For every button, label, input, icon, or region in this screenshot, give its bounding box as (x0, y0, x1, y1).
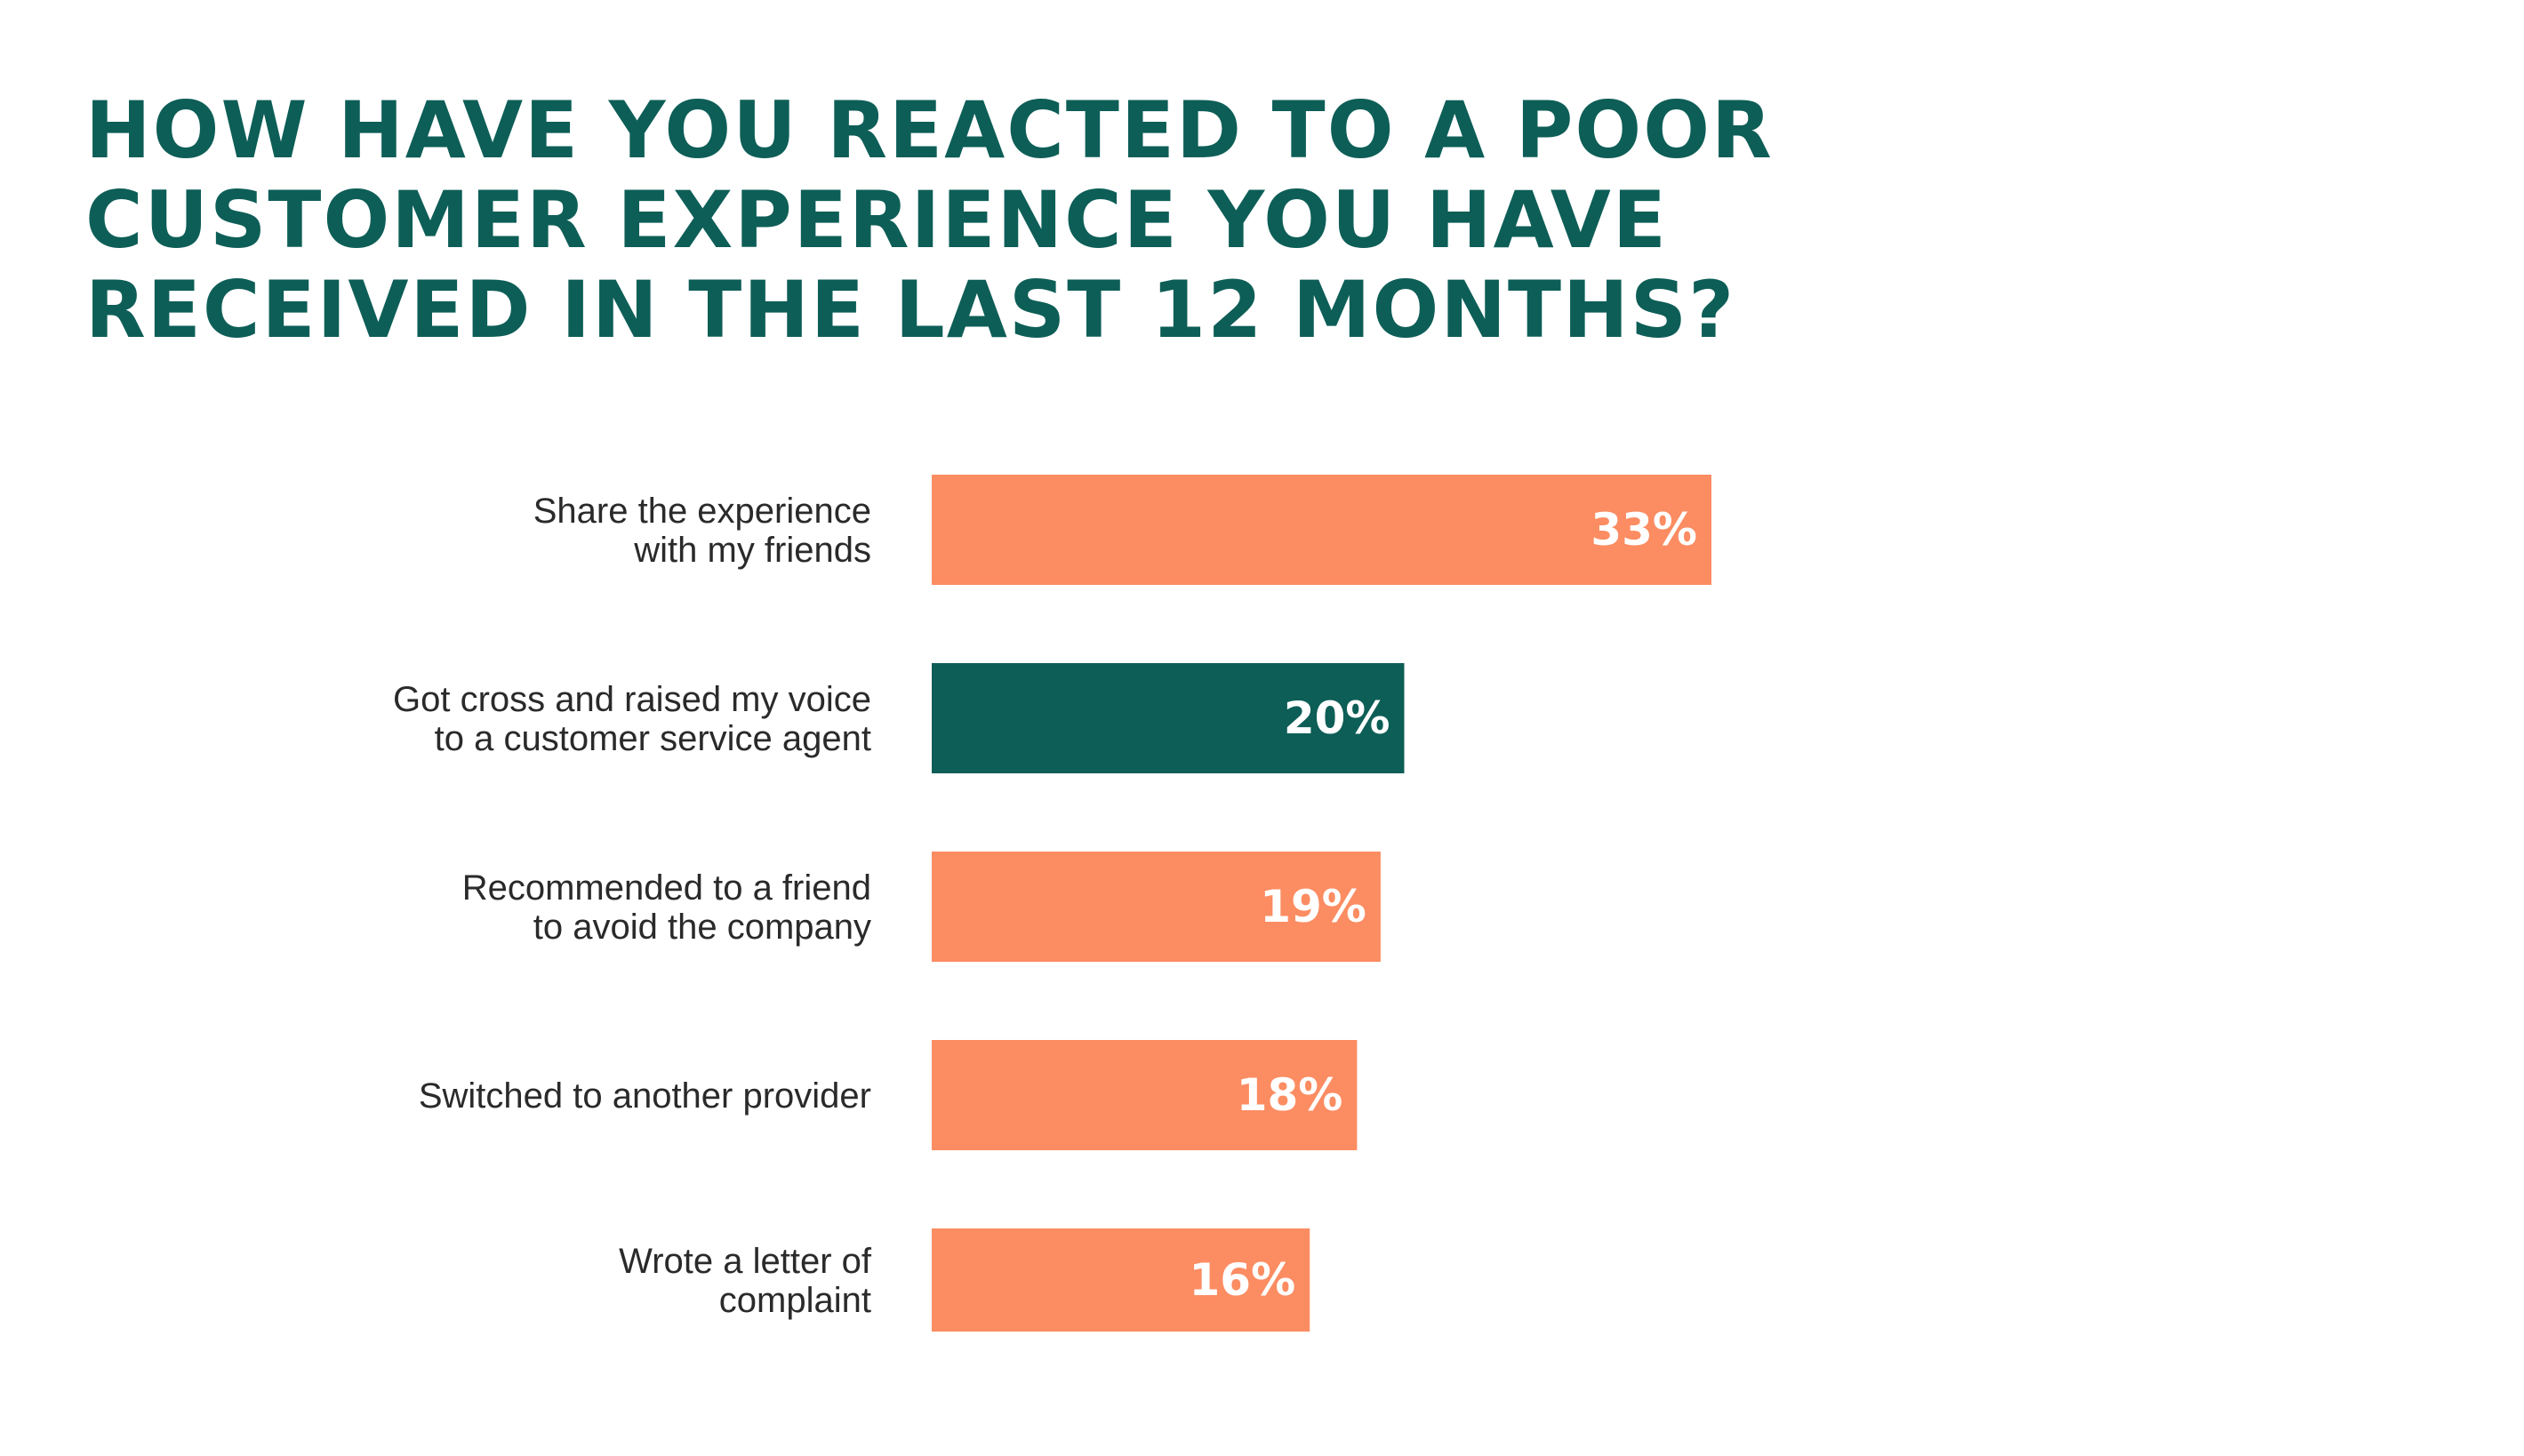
category-label-3-line-1: Recommended to a friend (462, 868, 871, 908)
category-label-5-line-1: Wrote a letter of (619, 1242, 872, 1281)
bar-2 (932, 663, 1405, 773)
category-label-5: Wrote a letter of complaint (619, 1242, 872, 1320)
value-label-4: 18% (1237, 1069, 1343, 1121)
category-label-2-line-1: Got cross and raised my voice (393, 680, 871, 719)
category-label-1: Share the experience with my friends (533, 492, 871, 570)
value-label-2: 20% (1284, 692, 1390, 744)
title-line-1: HOW HAVE YOU REACTED TO A POOR (85, 84, 1774, 176)
category-labels-group: Share the experience with my friends Got c… (393, 492, 872, 1320)
bars-group (932, 475, 1711, 1332)
bar-1 (932, 475, 1711, 585)
bar-5 (932, 1228, 1310, 1332)
category-label-4: Switched to another provider (419, 1076, 871, 1116)
category-label-3-line-2: to avoid the company (533, 908, 871, 947)
value-label-1: 33% (1591, 504, 1697, 556)
value-label-5: 16% (1190, 1254, 1296, 1306)
page-title: HOW HAVE YOU REACTED TO A POOR CUSTOMER … (85, 85, 2041, 355)
category-label-4-line-1: Switched to another provider (419, 1076, 871, 1116)
category-label-3: Recommended to a friend to avoid the comp… (462, 868, 871, 947)
title-line-2: CUSTOMER EXPERIENCE YOU HAVE (85, 174, 1668, 266)
value-labels-group: 33% 20% 19% 18% 16% (1190, 504, 1697, 1306)
category-label-1-line-1: Share the experience (533, 492, 871, 531)
bar-3 (932, 852, 1381, 962)
category-label-5-line-2: complaint (719, 1281, 871, 1320)
bar-4 (932, 1040, 1358, 1150)
category-label-1-line-2: with my friends (633, 531, 871, 570)
value-label-3: 19% (1260, 881, 1366, 932)
category-label-2-line-2: to a customer service agent (435, 719, 871, 758)
category-label-2: Got cross and raised my voice to a custom… (393, 680, 871, 758)
title-line-3: RECEIVED IN THE LAST 12 MONTHS? (85, 264, 1736, 356)
